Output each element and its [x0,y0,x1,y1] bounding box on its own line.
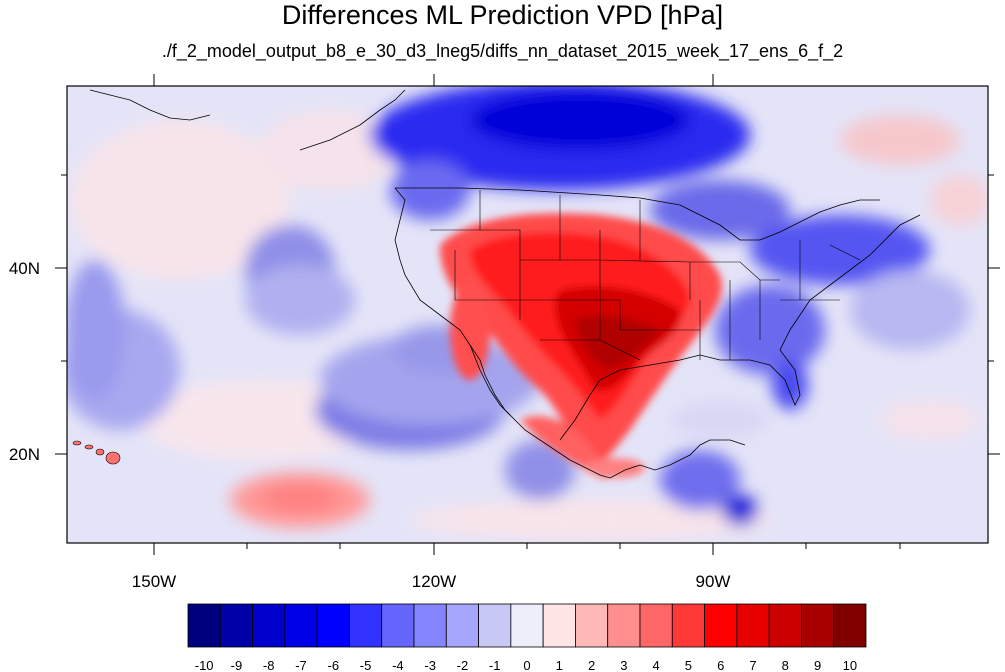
plot-area [67,86,988,543]
colorbar-label: 1 [556,658,563,672]
colorbar-label: -10 [195,658,214,672]
colorbar-label: -2 [457,658,469,672]
colorbar-box [736,603,770,648]
colorbar-box [316,603,350,648]
colorbar-box [801,603,835,648]
colorbar-label: 3 [620,658,627,672]
colorbar-box [542,603,576,648]
colorbar-label: 6 [717,658,724,672]
colorbar-label: -5 [360,658,372,672]
colorbar-label: 7 [749,658,756,672]
colorbar-label: 4 [653,658,660,672]
hawaii-islands [72,440,121,465]
colorbar-box [381,603,415,648]
map-subtitle: ./f_2_model_output_b8_e_30_d3_lneg5/diff… [161,41,844,61]
colorbar-box [510,603,544,648]
colorbar-label: -9 [231,658,243,672]
colorbar-box [445,603,479,648]
colorbar-label: 2 [588,658,595,672]
colorbar-label: 5 [685,658,692,672]
lon-label-150w: 150W [132,572,176,591]
colorbar-label: -6 [328,658,340,672]
colorbar-label: 10 [843,658,857,672]
colorbar-box [284,603,318,648]
axis-labels: 150W 120W 90W 40N 20N [9,259,731,591]
colorbar-box [252,603,286,648]
field-blobs [67,86,988,540]
heat-anomaly [440,213,723,480]
colorbar-label: 8 [782,658,789,672]
colorbar-box [833,603,867,648]
lon-label-90w: 90W [696,572,731,591]
colorbar-box [219,603,253,648]
colorbar-label: -7 [295,658,307,672]
colorbar-box [349,603,383,648]
colorbar-label: 9 [814,658,821,672]
colorbar-label: -8 [263,658,275,672]
colorbar-box [704,603,738,648]
colorbar-box [671,603,705,648]
colorbar-box [478,603,512,648]
colorbar-box [575,603,609,648]
colorbar-box [639,603,673,648]
lat-label-40n: 40N [9,259,40,278]
colorbar-label: -3 [424,658,436,672]
colorbar-label: -4 [392,658,404,672]
colorbar-labels: -10 -9 -8 -7 -6 -5 -4 -3 -2 -1 0 1 2 3 4 5 6 7 8 9 10 [195,658,857,672]
colorbar-box [413,603,447,648]
lat-label-20n: 20N [9,445,40,464]
coastlines [89,89,921,479]
colorbar-boxes [187,603,867,648]
colorbar-box [607,603,641,648]
colorbar-label: 0 [523,658,530,672]
colorbar-box [768,603,802,648]
map-title: Differences ML Prediction VPD [hPa] [281,0,724,30]
tick-marks [55,74,1000,555]
state-borders [430,190,861,361]
colorbar-label: -1 [489,658,501,672]
colorbar-box [187,603,221,648]
lon-label-120w: 120W [412,572,456,591]
